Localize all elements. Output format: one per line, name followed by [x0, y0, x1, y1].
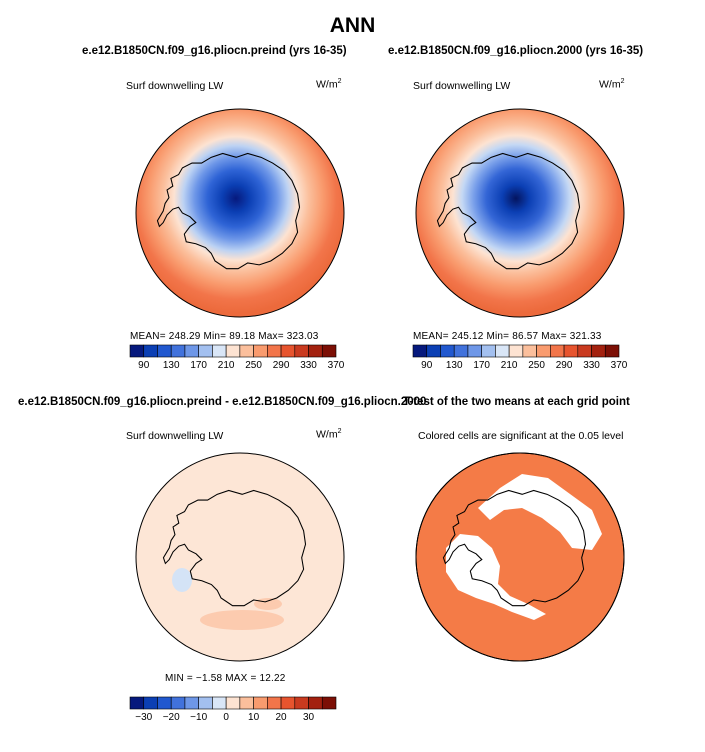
panel-2-colorbar-swatch: [508, 344, 524, 358]
panel-2-colorbar-swatch: [412, 344, 428, 358]
panel-2-colorbar-tick-label: 330: [583, 360, 600, 371]
panel-3-colorbar-swatch: [198, 696, 213, 710]
panel-2-colorbar-swatch: [467, 344, 482, 358]
panel-4-map: [415, 452, 625, 662]
panel-3-colorbar-swatch: [280, 696, 296, 710]
panel-2-colorbar-tick-label: 290: [556, 360, 573, 371]
panel-1-colorbar-swatch: [157, 344, 172, 358]
panel-3-colorbar-swatch: [170, 696, 186, 710]
panel-3-colorbar-swatch: [308, 696, 323, 710]
panel-3-stats: MIN = −1.58 MAX = 12.22: [165, 673, 286, 684]
panel-2-colorbar-swatch: [426, 344, 441, 358]
panel-2-colorbar-swatch: [522, 344, 537, 358]
panel-1-variable: Surf downwelling LW: [126, 80, 224, 92]
panel-1-case-title: e.e12.B1850CN.f09_g16.pliocn.preind (yrs…: [82, 45, 347, 57]
panel-2-colorbar-tick-label: 90: [421, 360, 433, 371]
panel-2-colorbar: 90 130 170 210 250 290 330 370: [412, 344, 628, 371]
panel-2-colorbar-tick-label: 250: [528, 360, 545, 371]
panel-3-colorbar-swatch: [321, 696, 337, 710]
panel-2-colorbar-tick-label: 210: [501, 360, 518, 371]
panel-3-colorbar-swatch: [212, 696, 227, 710]
panel-1-disk: [135, 108, 345, 318]
panel-1-stats: MEAN= 248.29 Min= 89.18 Max= 323.03: [130, 331, 319, 342]
panel-1-colorbar-swatch: [321, 344, 337, 358]
panel-2-colorbar-tick-label: 370: [611, 360, 628, 371]
panel-3-colorbar-tick-label: 30: [303, 712, 315, 723]
panel-2-colorbar-swatch: [481, 344, 496, 358]
panel-2-colorbar-swatch: [453, 344, 469, 358]
panel-3-colorbar-swatch: [253, 696, 268, 710]
panel-1-colorbar-swatch: [239, 344, 254, 358]
panel-2-colorbar-swatch: [495, 344, 510, 358]
panel-2-colorbar-swatch: [591, 344, 606, 358]
panel-1-map: [135, 108, 345, 318]
panel-1-colorbar-swatch: [129, 344, 145, 358]
main-title: ANN: [329, 14, 376, 37]
panel-1-colorbar-swatch: [143, 344, 158, 358]
panel-1-colorbar-swatch: [253, 344, 268, 358]
panel-1-colorbar-tick-label: 250: [245, 360, 262, 371]
panel-1-colorbar-tick-label: 130: [163, 360, 180, 371]
panel-3-colorbar-swatch: [267, 696, 282, 710]
panel-2-disk: [415, 108, 625, 318]
panel-2-colorbar-swatch: [577, 344, 592, 358]
panel-1-colorbar-swatch: [184, 344, 199, 358]
panel-3-units: W/m2: [316, 428, 342, 441]
panel-1-colorbar-swatch: [170, 344, 186, 358]
panel-3-positive-anomaly: [200, 610, 284, 630]
panel-3-colorbar-tick-label: −10: [190, 712, 207, 723]
panel-1-colorbar-swatch: [225, 344, 241, 358]
panel-1-colorbar-swatch: [294, 344, 309, 358]
panel-1-colorbar-tick-label: 330: [300, 360, 317, 371]
panel-3-colorbar-tick-label: 0: [223, 712, 229, 723]
panel-2-colorbar-swatch: [536, 344, 551, 358]
panel-1-colorbar: 90 130 170 210 250 290 330 370: [129, 344, 345, 371]
panel-3-colorbar-tick-label: −20: [163, 712, 180, 723]
panel-3-map: [135, 452, 345, 662]
panel-4-nonsignificant-region-north: [478, 474, 602, 550]
panel-2-colorbar-swatch: [563, 344, 579, 358]
panel-1-colorbar-swatch: [267, 344, 282, 358]
panel-3-colorbar-swatch: [184, 696, 199, 710]
panel-4-significance-note: Colored cells are significant at the 0.0…: [418, 430, 624, 442]
panel-3-variable: Surf downwelling LW: [126, 430, 224, 442]
panel-3-colorbar-swatch: [225, 696, 241, 710]
panel-3-colorbar: −30 −20 −10 0 10 20 30: [129, 696, 337, 723]
panel-2-colorbar-swatch: [604, 344, 620, 358]
panel-1-colorbar-swatch: [280, 344, 296, 358]
panel-2-map: [415, 108, 625, 318]
panel-1-colorbar-tick-label: 170: [190, 360, 207, 371]
panel-1-colorbar-swatch: [198, 344, 213, 358]
panel-3-colorbar-tick-label: 20: [276, 712, 288, 723]
panel-2-colorbar-swatch: [550, 344, 565, 358]
panel-3-case-title: e.e12.B1850CN.f09_g16.pliocn.preind - e.…: [18, 396, 427, 408]
panel-3-negative-anomaly: [172, 568, 192, 592]
panel-2-units: W/m2: [599, 78, 625, 91]
panel-2-variable: Surf downwelling LW: [413, 80, 511, 92]
panel-1-colorbar-tick-label: 90: [138, 360, 150, 371]
panel-3-colorbar-swatch: [239, 696, 254, 710]
panel-1-units: W/m2: [316, 78, 342, 91]
panel-2-colorbar-tick-label: 130: [446, 360, 463, 371]
panel-3-colorbar-swatch: [129, 696, 145, 710]
panel-1-colorbar-swatch: [308, 344, 323, 358]
panel-3-colorbar-swatch: [143, 696, 158, 710]
panel-2-case-title: e.e12.B1850CN.f09_g16.pliocn.2000 (yrs 1…: [388, 45, 644, 57]
panel-2-colorbar-swatch: [440, 344, 455, 358]
panel-2-colorbar-tick-label: 170: [473, 360, 490, 371]
panel-1-colorbar-swatch: [212, 344, 227, 358]
panel-2-stats: MEAN= 245.12 Min= 86.57 Max= 321.33: [413, 331, 602, 342]
panel-4-nonsignificant-region-west: [446, 534, 546, 620]
panel-1-colorbar-tick-label: 210: [218, 360, 235, 371]
panel-3-colorbar-swatch: [157, 696, 172, 710]
panel-4-case-title: T-test of the two means at each grid poi…: [403, 396, 630, 408]
panel-1-colorbar-tick-label: 370: [328, 360, 345, 371]
panel-3-colorbar-tick-label: −30: [135, 712, 152, 723]
panel-3-colorbar-tick-label: 10: [248, 712, 260, 723]
panel-3-colorbar-swatch: [294, 696, 309, 710]
panel-1-colorbar-tick-label: 290: [273, 360, 290, 371]
